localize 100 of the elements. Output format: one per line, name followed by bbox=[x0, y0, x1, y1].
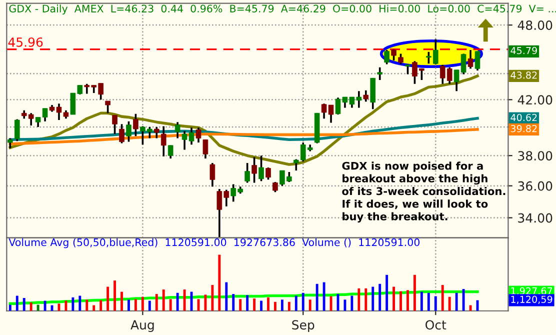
bar bbox=[386, 274, 388, 311]
bar bbox=[100, 300, 102, 311]
bar bbox=[267, 297, 270, 311]
bar bbox=[400, 291, 402, 311]
candlestick bbox=[168, 144, 174, 160]
text: 1,927,67 bbox=[511, 287, 552, 296]
x-tick-label: Aug bbox=[130, 320, 154, 332]
candlestick bbox=[202, 138, 208, 160]
candlestick bbox=[154, 126, 160, 140]
text: 40.62 bbox=[510, 114, 537, 122]
bar bbox=[134, 299, 137, 311]
candlestick bbox=[119, 123, 124, 144]
bar bbox=[427, 292, 430, 311]
bar bbox=[322, 282, 326, 311]
bar bbox=[350, 296, 354, 311]
candlestick bbox=[244, 162, 250, 184]
text: 39.82 bbox=[510, 124, 537, 132]
bar bbox=[280, 300, 284, 311]
y-tick-label: 42.00 bbox=[518, 95, 552, 105]
candlestick bbox=[112, 114, 118, 135]
bar bbox=[22, 298, 26, 311]
bar bbox=[316, 284, 318, 311]
bar bbox=[72, 297, 74, 311]
candlestick bbox=[468, 49, 474, 70]
bar bbox=[434, 296, 437, 311]
bar bbox=[92, 305, 96, 311]
bar bbox=[288, 302, 290, 311]
x-tick-label: Oct bbox=[426, 320, 446, 330]
bar bbox=[169, 299, 172, 311]
bar bbox=[358, 288, 360, 311]
bar bbox=[225, 282, 228, 311]
candlestick bbox=[405, 63, 410, 76]
candlestick bbox=[8, 137, 13, 150]
bar bbox=[294, 296, 298, 311]
candlestick bbox=[210, 162, 216, 188]
candlestick bbox=[398, 52, 404, 66]
chart-title: Volume Avg (50,50,blue,Red) 1120591.00 1927673.86 Volume () 1120591.00 bbox=[8, 238, 420, 248]
candlestick bbox=[272, 181, 278, 193]
bar bbox=[441, 285, 444, 311]
y-tick-label: 48.00 bbox=[518, 20, 552, 30]
bar bbox=[155, 294, 158, 311]
bar bbox=[455, 292, 458, 311]
bar bbox=[448, 296, 451, 311]
bar bbox=[86, 300, 88, 311]
bar bbox=[232, 294, 235, 311]
bar bbox=[392, 286, 396, 311]
candlestick bbox=[252, 156, 257, 184]
bar bbox=[120, 292, 123, 311]
candlestick bbox=[133, 112, 138, 137]
candlestick bbox=[474, 50, 480, 72]
bar bbox=[211, 285, 214, 311]
bar bbox=[64, 300, 68, 311]
bar bbox=[78, 296, 82, 311]
bar bbox=[176, 292, 179, 311]
bar bbox=[44, 300, 46, 311]
candlestick bbox=[174, 121, 180, 140]
bar bbox=[16, 296, 18, 311]
y-tick-label: 36.00 bbox=[518, 181, 552, 191]
bar bbox=[141, 296, 144, 311]
bar bbox=[183, 290, 186, 311]
ref-line-label: 45.96 bbox=[8, 37, 43, 47]
candlestick bbox=[14, 118, 20, 142]
bar bbox=[406, 290, 409, 311]
candlestick bbox=[384, 49, 390, 66]
bar bbox=[413, 274, 416, 311]
bar bbox=[378, 284, 382, 311]
y-tick-label: 34.00 bbox=[518, 213, 552, 223]
text: 43.82 bbox=[510, 71, 537, 79]
bar bbox=[462, 288, 465, 311]
bar bbox=[114, 280, 116, 311]
candlestick bbox=[196, 126, 202, 144]
candlestick bbox=[160, 125, 166, 158]
candlestick bbox=[363, 90, 369, 103]
bar bbox=[162, 290, 165, 311]
candlestick bbox=[266, 166, 271, 181]
bar bbox=[30, 302, 32, 311]
bar bbox=[204, 294, 207, 311]
bar bbox=[8, 304, 12, 311]
line-series bbox=[8, 128, 479, 146]
bar bbox=[246, 295, 249, 311]
candlestick bbox=[126, 120, 132, 143]
candlestick bbox=[377, 66, 382, 81]
bar bbox=[344, 300, 346, 311]
text: 1,120,59 bbox=[511, 296, 552, 304]
bar bbox=[364, 288, 368, 311]
text: 45.79 bbox=[510, 46, 537, 54]
bar bbox=[36, 304, 40, 311]
bar bbox=[253, 298, 256, 311]
bar bbox=[260, 300, 262, 311]
candlestick bbox=[105, 100, 110, 114]
bar bbox=[274, 302, 276, 311]
y-tick-label: 38.00 bbox=[518, 151, 552, 161]
bar bbox=[308, 300, 312, 311]
candlestick bbox=[258, 154, 264, 182]
bar bbox=[302, 292, 304, 311]
bar bbox=[128, 300, 130, 311]
bar bbox=[218, 254, 221, 311]
bar bbox=[239, 299, 242, 311]
bar bbox=[420, 292, 423, 311]
annotation: GDX is now poised for a breakout above the high of its 3-week consolidation. If it does, we will look to buy the breakout. bbox=[342, 162, 506, 223]
